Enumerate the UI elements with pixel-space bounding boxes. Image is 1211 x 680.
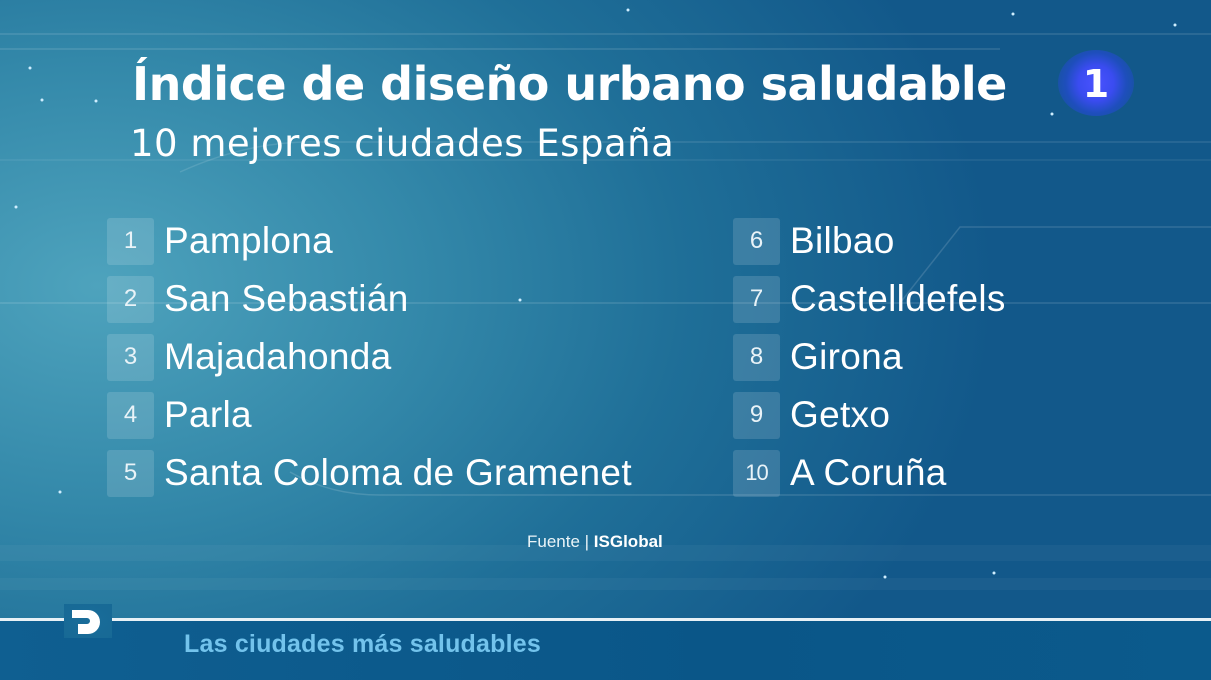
list-item: 2 San Sebastián xyxy=(107,270,632,328)
subtitle-number: 10 xyxy=(130,122,179,165)
rank-badge: 8 xyxy=(733,333,780,381)
ranking-right-column: 6 Bilbao 7 Castelldefels 8 Girona 9 Getxo 10… xyxy=(733,212,1006,502)
subtitle-text: mejores ciudades España xyxy=(178,122,675,165)
rank-badge: 3 xyxy=(107,333,154,381)
city-name: Majadahonda xyxy=(164,336,392,377)
page-subtitle: 10 mejores ciudades España xyxy=(130,120,674,168)
city-name: Parla xyxy=(164,394,252,435)
list-item: 4 Parla xyxy=(107,386,632,444)
rank-badge: 7 xyxy=(733,275,780,323)
channel-logo-label: 1 xyxy=(1082,62,1110,106)
channel-logo: 1 xyxy=(1058,50,1134,116)
rank-badge: 6 xyxy=(733,217,780,265)
city-name: Bilbao xyxy=(790,220,895,261)
list-item: 1 Pamplona xyxy=(107,212,632,270)
rank-badge: 2 xyxy=(107,275,154,323)
program-logo-icon xyxy=(64,604,112,638)
rank-badge: 5 xyxy=(107,449,154,497)
city-name: San Sebastián xyxy=(164,278,409,319)
source-name: ISGlobal xyxy=(593,532,663,551)
list-item: 7 Castelldefels xyxy=(733,270,1006,328)
source-credit: Fuente | ISGlobal xyxy=(527,532,663,552)
city-name: Castelldefels xyxy=(790,278,1006,319)
page-title: Índice de diseño urbano saludable xyxy=(132,57,1007,111)
list-item: 8 Girona xyxy=(733,328,1006,386)
rank-badge: 10 xyxy=(733,449,780,497)
list-item: 10 A Coruña xyxy=(733,444,1006,502)
rank-badge: 4 xyxy=(107,391,154,439)
lower-third-band xyxy=(0,620,1211,680)
city-name: Girona xyxy=(790,336,903,377)
list-item: 5 Santa Coloma de Gramenet xyxy=(107,444,632,502)
rank-badge: 9 xyxy=(733,391,780,439)
city-name: Pamplona xyxy=(164,220,334,261)
lower-third-headline: Las ciudades más saludables xyxy=(184,630,541,658)
list-item: 9 Getxo xyxy=(733,386,1006,444)
source-label: Fuente | xyxy=(527,532,594,551)
list-item: 6 Bilbao xyxy=(733,212,1006,270)
lower-third-divider xyxy=(0,618,1211,621)
city-name: Santa Coloma de Gramenet xyxy=(164,452,632,493)
city-name: Getxo xyxy=(790,394,891,435)
city-name: A Coruña xyxy=(790,452,947,493)
rank-badge: 1 xyxy=(107,217,154,265)
list-item: 3 Majadahonda xyxy=(107,328,632,386)
